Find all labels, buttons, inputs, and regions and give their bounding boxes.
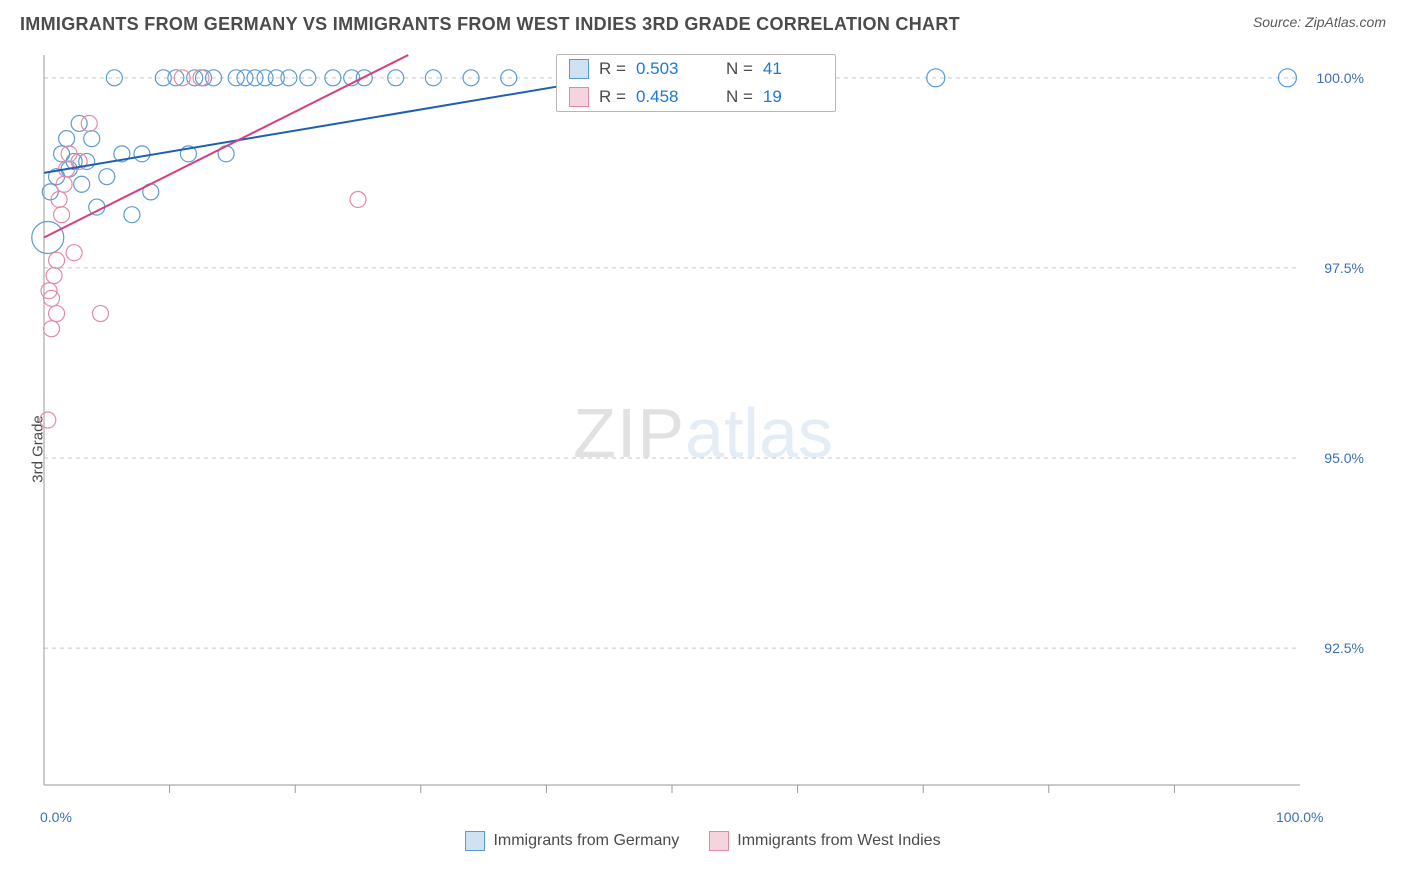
stats-r-label: R = — [599, 87, 626, 107]
scatter-point-westindies — [81, 115, 97, 131]
scatter-point-westindies — [44, 290, 60, 306]
stats-n-value: 19 — [763, 87, 823, 107]
scatter-point-germany — [59, 131, 75, 147]
stats-row-westindies: R = 0.458 N = 19 — [557, 83, 835, 111]
scatter-point-westindies — [49, 252, 65, 268]
stats-n-label: N = — [726, 87, 753, 107]
legend-swatch-icon — [709, 831, 729, 851]
scatter-point-germany — [281, 70, 297, 86]
chart-header: IMMIGRANTS FROM GERMANY VS IMMIGRANTS FR… — [0, 0, 1406, 39]
scatter-point-westindies — [54, 207, 70, 223]
correlation-stats-box: R = 0.503 N = 41 R = 0.458 N = 19 — [556, 54, 836, 112]
stats-r-label: R = — [599, 59, 626, 79]
scatter-point-germany — [84, 131, 100, 147]
legend-label: Immigrants from Germany — [493, 832, 679, 850]
stats-r-value: 0.503 — [636, 59, 696, 79]
scatter-point-germany — [501, 70, 517, 86]
scatter-point-westindies — [40, 412, 56, 428]
legend-item-westindies: Immigrants from West Indies — [709, 831, 940, 851]
scatter-plot-svg: 100.0% 97.5% 95.0% 92.5% — [0, 39, 1406, 859]
scatter-point-westindies — [66, 245, 82, 261]
y-tick-label: 95.0% — [1324, 450, 1364, 466]
series-legend: Immigrants from Germany Immigrants from W… — [0, 827, 1406, 859]
scatter-point-germany — [1278, 69, 1296, 87]
scatter-point-westindies — [44, 321, 60, 337]
trend-line-germany — [44, 78, 609, 173]
scatter-point-westindies — [51, 191, 67, 207]
trend-line-westindies — [44, 55, 408, 238]
source-label: Source: ZipAtlas.com — [1253, 14, 1386, 30]
scatter-point-germany — [300, 70, 316, 86]
legend-swatch-icon — [465, 831, 485, 851]
stats-n-value: 41 — [763, 59, 823, 79]
y-tick-label: 97.5% — [1324, 260, 1364, 276]
scatter-point-germany — [89, 199, 105, 215]
scatter-point-germany — [325, 70, 341, 86]
scatter-point-westindies — [46, 268, 62, 284]
scatter-point-germany — [124, 207, 140, 223]
scatter-point-westindies — [174, 70, 190, 86]
scatter-point-germany — [106, 70, 122, 86]
scatter-point-germany — [388, 70, 404, 86]
scatter-point-westindies — [93, 306, 109, 322]
x-axis-max-label: 100.0% — [1276, 809, 1323, 825]
scatter-point-germany — [927, 69, 945, 87]
y-tick-label: 92.5% — [1324, 640, 1364, 656]
chart-title: IMMIGRANTS FROM GERMANY VS IMMIGRANTS FR… — [20, 14, 960, 35]
stats-swatch-icon — [569, 87, 589, 107]
x-axis-min-label: 0.0% — [40, 809, 72, 825]
legend-label: Immigrants from West Indies — [737, 832, 940, 850]
stats-n-label: N = — [726, 59, 753, 79]
scatter-point-germany — [74, 176, 90, 192]
scatter-point-germany — [134, 146, 150, 162]
scatter-point-westindies — [49, 306, 65, 322]
scatter-point-germany — [425, 70, 441, 86]
scatter-point-westindies — [56, 176, 72, 192]
stats-r-value: 0.458 — [636, 87, 696, 107]
y-tick-label: 100.0% — [1317, 70, 1364, 86]
chart-area: 3rd Grade 100.0%97.5%95.0%92.5% ZIPatlas… — [0, 39, 1406, 859]
scatter-point-westindies — [193, 70, 209, 86]
stats-row-germany: R = 0.503 N = 41 — [557, 55, 835, 83]
legend-item-germany: Immigrants from Germany — [465, 831, 679, 851]
stats-swatch-icon — [569, 59, 589, 79]
scatter-point-germany — [463, 70, 479, 86]
scatter-point-germany — [99, 169, 115, 185]
scatter-point-germany — [32, 222, 64, 254]
scatter-point-westindies — [350, 191, 366, 207]
